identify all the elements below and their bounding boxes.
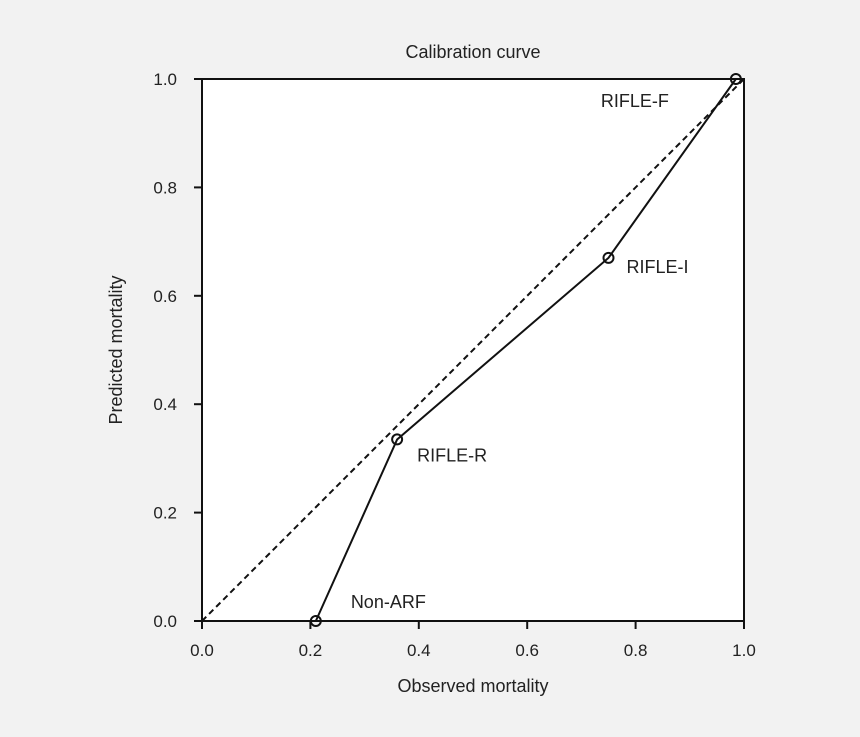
chart-title: Calibration curve — [405, 42, 540, 62]
x-axis-label: Observed mortality — [397, 676, 548, 696]
y-tick-label: 0.8 — [153, 178, 177, 197]
x-tick-label: 0.0 — [190, 641, 214, 660]
x-tick-label: 0.4 — [407, 641, 431, 660]
y-tick-label: 0.6 — [153, 287, 177, 306]
y-tick-label: 1.0 — [153, 70, 177, 89]
point-label: RIFLE-R — [417, 445, 487, 465]
y-tick-label: 0.0 — [153, 612, 177, 631]
x-tick-label: 0.6 — [515, 641, 539, 660]
y-tick-label: 0.4 — [153, 395, 177, 414]
point-label: Non-ARF — [351, 592, 426, 612]
series-layer — [201, 73, 745, 627]
x-axis-ticks: 0.0 0.2 0.4 0.6 0.8 1.0 — [190, 621, 756, 660]
point-label: RIFLE-F — [601, 91, 669, 111]
calibration-point-marker — [391, 433, 404, 446]
x-tick-label: 0.8 — [624, 641, 648, 660]
point-label: RIFLE-I — [627, 257, 689, 277]
y-axis-ticks: 0.0 0.2 0.4 0.6 0.8 1.0 — [153, 70, 202, 631]
calibration-point-marker — [309, 615, 322, 627]
point-labels: Non-ARF RIFLE-R RIFLE-I RIFLE-F — [351, 91, 689, 612]
x-tick-label: 1.0 — [732, 641, 756, 660]
calibration-point-marker — [729, 73, 742, 85]
calibration-line — [314, 78, 737, 622]
y-tick-label: 0.2 — [153, 504, 177, 523]
reference-diagonal-line — [201, 78, 745, 622]
y-axis-label: Predicted mortality — [106, 275, 126, 424]
x-tick-label: 0.2 — [299, 641, 323, 660]
calibration-point-marker — [602, 251, 615, 264]
